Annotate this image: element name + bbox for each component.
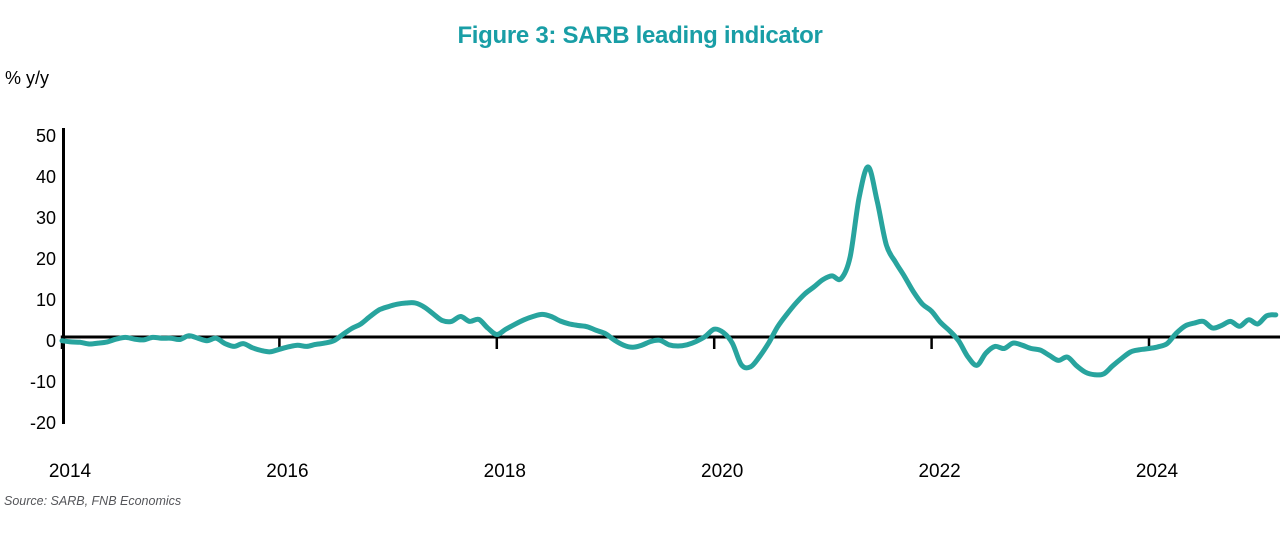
y-tick-label-0: 0 (46, 331, 56, 351)
y-tick-label-30: 30 (36, 208, 56, 228)
x-tick-label-2022: 2022 (918, 461, 960, 482)
x-tick-label-2020: 2020 (701, 461, 743, 482)
x-tick-label-2016: 2016 (266, 461, 308, 482)
x-tick-label-2018: 2018 (484, 461, 526, 482)
indicator-line (59, 164, 1279, 378)
y-tick-label-50: 50 (36, 126, 56, 146)
x-tick-label-2014: 2014 (49, 461, 92, 482)
y-axis-unit-label: % y/y (5, 68, 50, 88)
y-tick-label--10: -10 (30, 372, 56, 392)
y-tick-label-10: 10 (36, 290, 56, 310)
y-tick-label-40: 40 (36, 167, 56, 187)
chart-title: Figure 3: SARB leading indicator (457, 22, 823, 49)
x-tick-label-2024: 2024 (1136, 461, 1179, 482)
y-tick-label--20: -20 (30, 413, 56, 433)
y-tick-label-20: 20 (36, 249, 56, 269)
source-note: Source: SARB, FNB Economics (4, 494, 182, 508)
